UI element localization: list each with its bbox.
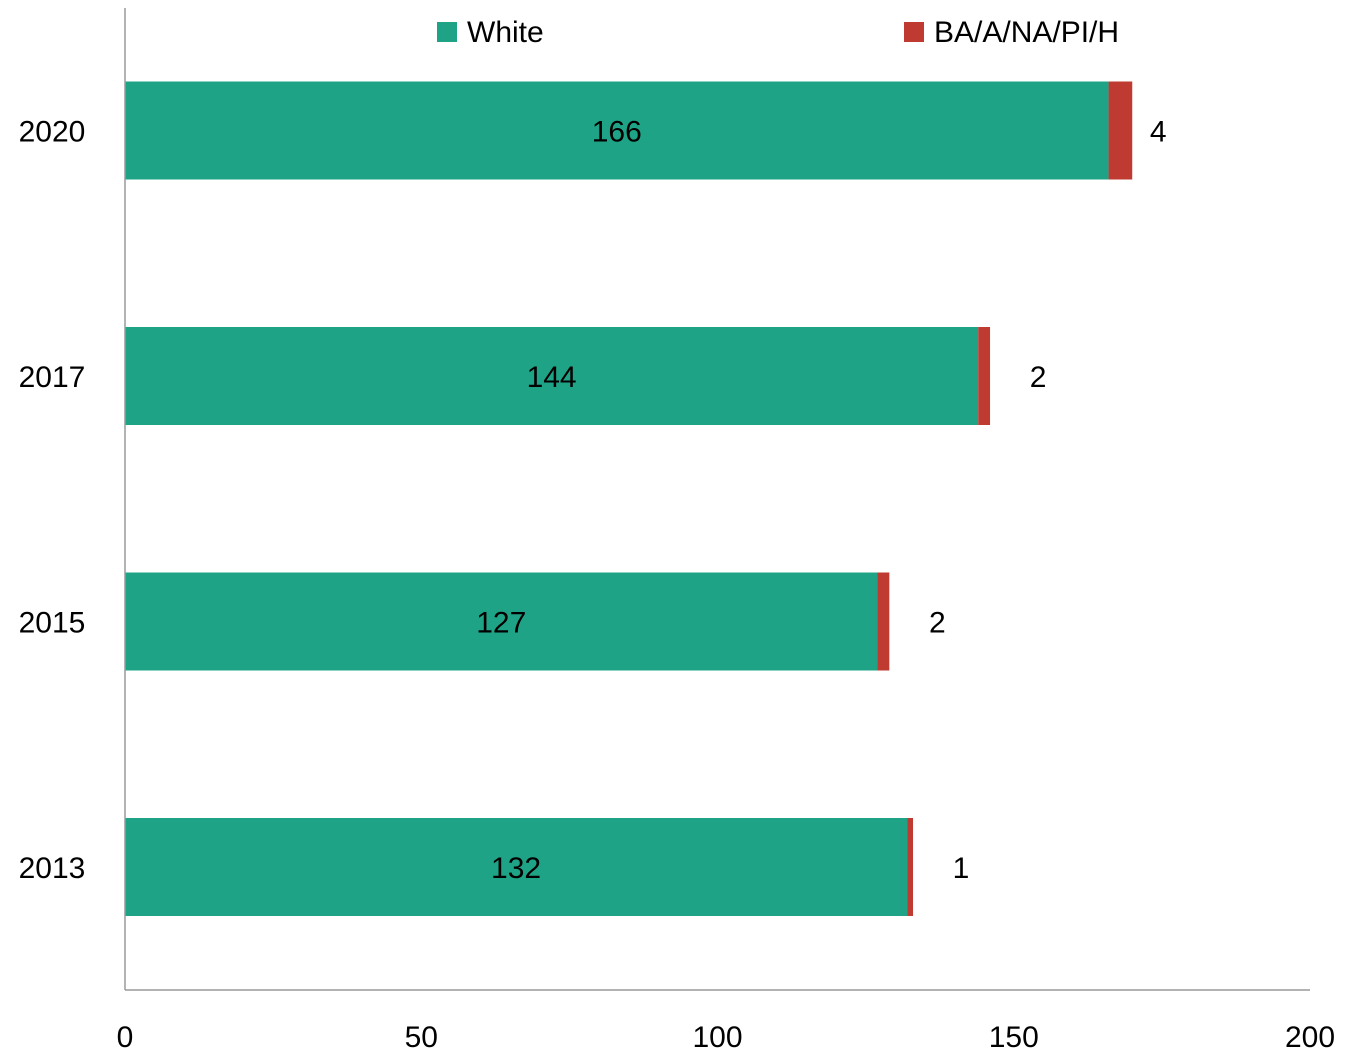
legend-label-white: White (467, 16, 544, 49)
data-label-minority-2013: 1 (953, 852, 970, 885)
category-label-2020: 2020 (19, 116, 86, 149)
category-label-2015: 2015 (19, 607, 86, 640)
bar-minority-2015 (877, 572, 890, 671)
bar-white-2017 (125, 327, 979, 425)
category-label-2013: 2013 (19, 852, 86, 885)
x-tick-label-0: 0 (117, 1021, 134, 1054)
x-tick-label-50: 50 (405, 1021, 438, 1054)
bar-minority-2013 (907, 818, 914, 916)
bar-white-2015 (125, 572, 878, 671)
x-tick-labels: 0 50 100 150 200 (117, 1021, 1335, 1054)
x-tick-label-100: 100 (692, 1021, 742, 1054)
bar-white-2020 (125, 81, 1109, 180)
data-label-minority-2020: 4 (1150, 116, 1167, 149)
data-label-white-2015: 127 (476, 607, 526, 640)
legend: White BA/A/NA/PI/H (437, 16, 1119, 49)
bar-minority-2020 (1108, 81, 1133, 180)
bar-minority-2017 (978, 327, 991, 425)
bar-white-2013 (125, 818, 908, 916)
data-label-white-2013: 132 (491, 852, 541, 885)
data-label-white-2017: 144 (527, 361, 577, 394)
data-label-minority-2017: 2 (1030, 361, 1047, 394)
legend-swatch-white (437, 22, 457, 42)
category-labels: 2020 2017 2015 2013 (19, 116, 86, 886)
legend-swatch-minority (904, 22, 924, 42)
data-label-white-2020: 166 (592, 116, 642, 149)
category-label-2017: 2017 (19, 361, 86, 394)
bars (125, 81, 1133, 916)
data-label-minority-2015: 2 (929, 607, 946, 640)
axes (124, 8, 1310, 991)
legend-label-minority: BA/A/NA/PI/H (934, 16, 1119, 49)
x-tick-label-200: 200 (1285, 1021, 1335, 1054)
data-labels: 166 4 144 2 127 2 132 1 (476, 116, 1166, 886)
x-tick-label-150: 150 (989, 1021, 1039, 1054)
